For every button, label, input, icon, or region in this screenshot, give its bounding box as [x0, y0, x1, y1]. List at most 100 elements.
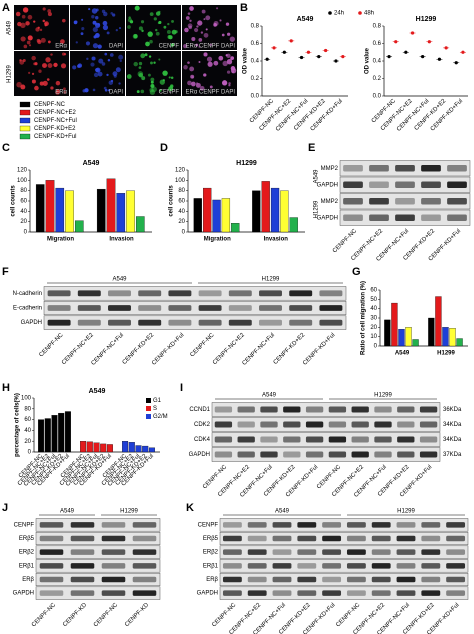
- legend-swatch: [146, 406, 151, 411]
- cell: [103, 86, 107, 90]
- band: [168, 290, 192, 297]
- cell: [195, 82, 201, 88]
- y-axis-label: OD value: [243, 47, 249, 74]
- band: [260, 421, 278, 428]
- lane-label: CENPF-NC+E2: [212, 332, 246, 366]
- band: [395, 164, 415, 172]
- cell: [203, 73, 207, 77]
- band: [421, 549, 441, 555]
- cell: [104, 52, 108, 56]
- bar: [51, 415, 58, 453]
- cell: [86, 57, 89, 61]
- band: [395, 214, 415, 222]
- cell: [115, 67, 121, 73]
- legend-swatch: [19, 125, 31, 132]
- cell: [97, 71, 103, 77]
- panel-letter: I: [180, 382, 183, 394]
- blot-strip: [43, 286, 347, 301]
- band: [247, 563, 267, 569]
- cell: [138, 26, 143, 31]
- band: [396, 522, 416, 528]
- cell: [194, 27, 199, 33]
- band: [132, 535, 157, 542]
- cell: [162, 70, 168, 76]
- cell: [170, 43, 175, 47]
- y-tick-label: 0: [374, 344, 378, 350]
- band: [168, 319, 192, 326]
- lane-label: CENPF-KD: [62, 602, 88, 628]
- band: [343, 197, 363, 205]
- band: [272, 535, 292, 542]
- y-tick-label: 40: [370, 306, 377, 312]
- cell: [60, 63, 67, 69]
- bar: [45, 180, 55, 233]
- cell: [170, 76, 174, 79]
- band: [70, 522, 95, 528]
- band: [346, 535, 366, 542]
- cell: [209, 43, 213, 46]
- band: [39, 563, 64, 569]
- band: [222, 522, 242, 528]
- lane-label: CENPF-KD: [124, 602, 150, 628]
- legend-label: 24h: [334, 11, 344, 17]
- band: [47, 319, 71, 326]
- cell: [112, 13, 116, 17]
- band: [297, 522, 317, 528]
- cell: [163, 25, 167, 29]
- y-tick-label: 0: [182, 230, 186, 236]
- band: [247, 576, 267, 583]
- cell: [213, 60, 219, 66]
- cell: [42, 63, 47, 68]
- row-label: GAPDH: [317, 182, 338, 188]
- band: [77, 305, 101, 311]
- band: [289, 290, 313, 297]
- cell: [147, 31, 153, 37]
- y-tick-label: 80: [178, 188, 185, 194]
- cell: [92, 88, 96, 92]
- cell: [53, 62, 58, 68]
- cell: [168, 35, 173, 40]
- chart-title: A549: [297, 16, 314, 23]
- y-tick-label: 80: [24, 406, 31, 412]
- cell: [15, 11, 21, 17]
- blot-strip: [43, 315, 347, 330]
- row-label: MMP2: [321, 166, 339, 172]
- bar: [384, 319, 391, 347]
- cell: [31, 79, 36, 84]
- size-label: 37KDa: [443, 452, 462, 458]
- band: [346, 522, 366, 528]
- band: [371, 563, 391, 569]
- cell: [118, 54, 124, 60]
- band: [374, 406, 392, 413]
- band: [447, 164, 467, 172]
- cell: [115, 29, 118, 32]
- y-tick-label: 0.6: [373, 41, 382, 47]
- y-tick-label: 120: [17, 168, 28, 174]
- cell: [200, 31, 204, 34]
- cell: [174, 30, 178, 34]
- bar: [64, 411, 71, 453]
- band: [47, 290, 71, 297]
- band: [283, 451, 301, 458]
- band: [396, 590, 416, 596]
- chart-title: H1299: [416, 16, 437, 23]
- cell: [112, 71, 118, 77]
- bar: [126, 190, 135, 233]
- blot-strip: [35, 531, 161, 546]
- lane-label: CENPF-NC: [189, 332, 216, 359]
- band: [346, 563, 366, 569]
- row-label: ERβ1: [203, 563, 219, 569]
- cell: [187, 61, 190, 64]
- cell: [203, 18, 206, 21]
- cell: [147, 73, 151, 77]
- blot-strip: [219, 559, 469, 573]
- cell: [226, 59, 233, 65]
- cell: [72, 65, 77, 70]
- band: [421, 590, 441, 596]
- cell: [63, 90, 67, 94]
- cell: [92, 20, 97, 25]
- cell: [133, 61, 138, 67]
- y-tick-label: 0.2: [251, 76, 260, 82]
- band: [374, 436, 392, 443]
- channel-label: CENPF: [159, 44, 180, 50]
